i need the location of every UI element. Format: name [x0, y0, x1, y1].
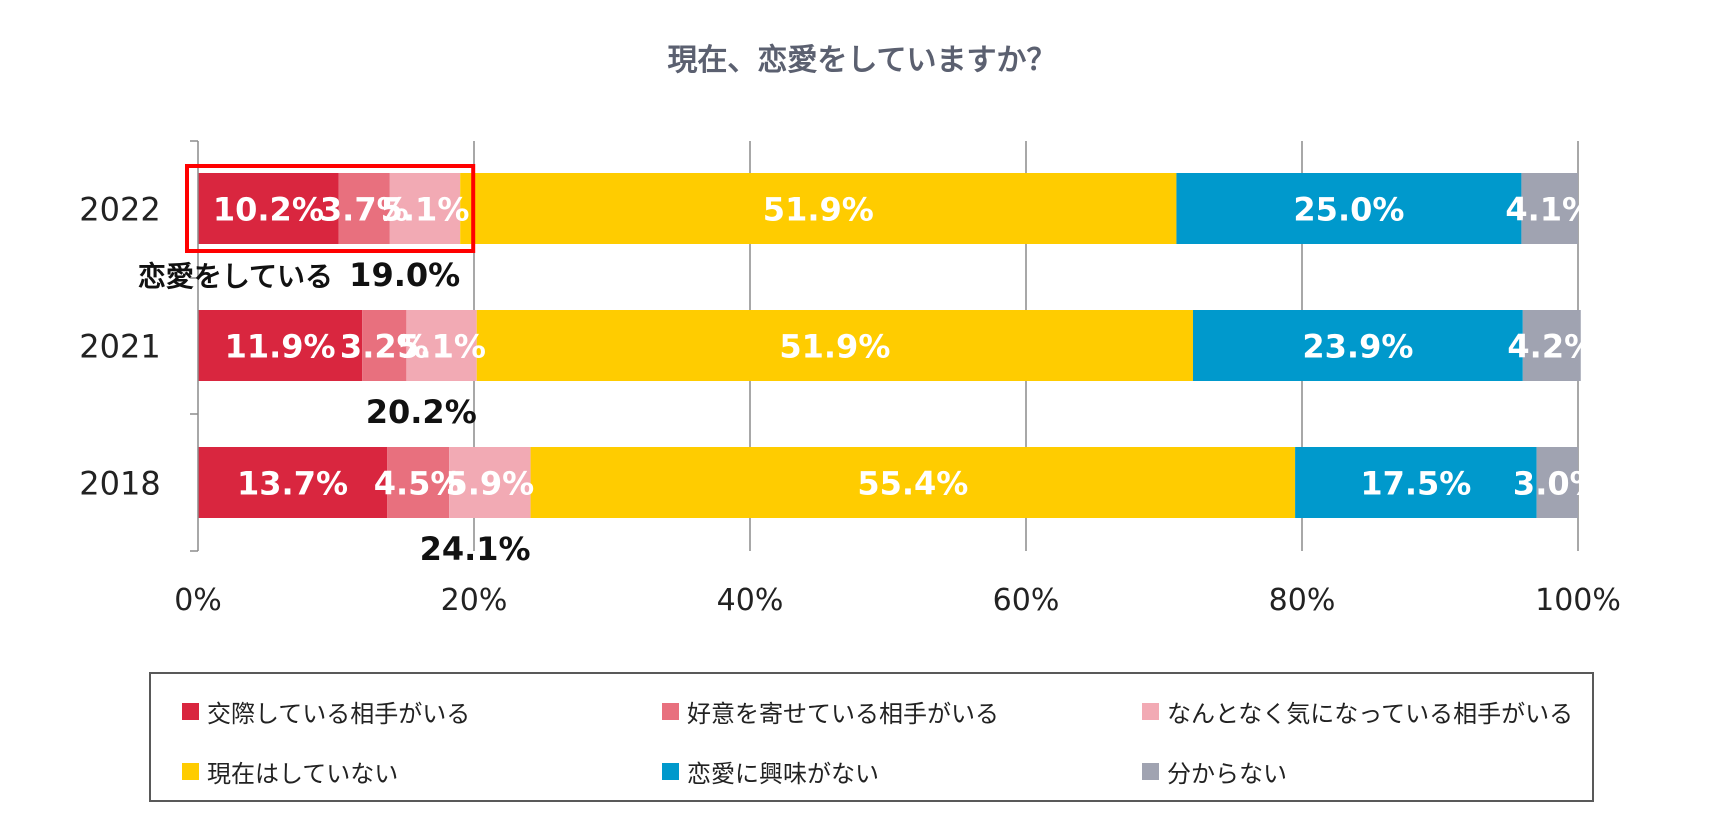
data-label: 17.5% — [1360, 465, 1471, 503]
data-label: 5.9% — [445, 465, 534, 503]
bar-segment — [1176, 173, 1522, 244]
bar-segment — [1192, 310, 1523, 381]
legend: 交際している相手がいる 好意を寄せている相手がいる なんとなく気になっている相手… — [149, 672, 1594, 802]
data-label: 3.7% — [320, 191, 409, 229]
legend-swatch — [1142, 703, 1159, 720]
data-label: 3.0% — [1513, 465, 1602, 503]
legend-label: 好意を寄せている相手がいる — [687, 700, 999, 728]
data-label: 4.2% — [1507, 328, 1596, 366]
data-label: 5.1% — [381, 191, 470, 229]
subtotal-label: 20.2% — [366, 393, 477, 431]
bar-segment — [1522, 310, 1581, 381]
legend-swatch — [662, 703, 679, 720]
legend-swatch — [1142, 763, 1159, 780]
legend-item: 現在はしていない — [182, 754, 398, 789]
legend-swatch — [662, 763, 679, 780]
bar-segment — [389, 173, 461, 244]
legend-label: 現在はしていない — [207, 760, 399, 788]
bars — [198, 173, 1581, 518]
data-label: 5.1% — [397, 328, 486, 366]
legend-item: 好意を寄せている相手がいる — [662, 694, 999, 729]
legend-label: 分からない — [1167, 760, 1287, 788]
y-tick-label: 2022 — [79, 191, 160, 229]
y-tick-label: 2021 — [79, 328, 160, 366]
subtotal-label: 19.0% — [349, 256, 460, 294]
x-tick-label: 0% — [174, 583, 222, 618]
bar-segment — [198, 173, 339, 244]
bar-segment — [449, 447, 531, 518]
bar-segment — [1295, 447, 1537, 518]
bar-segment — [198, 310, 363, 381]
data-label: 25.0% — [1293, 191, 1404, 229]
data-label: 11.9% — [225, 328, 336, 366]
subtotal-caption: 恋愛をしている — [138, 260, 333, 293]
bar-segment — [1521, 173, 1578, 244]
x-tick-label: 40% — [717, 583, 784, 618]
legend-item: なんとなく気になっている相手がいる — [1142, 694, 1573, 729]
bar-segment — [476, 310, 1193, 381]
data-label: 23.9% — [1302, 328, 1413, 366]
highlight-frame — [185, 164, 476, 253]
legend-swatch — [182, 763, 199, 780]
bar-segment — [338, 173, 390, 244]
data-label: 55.4% — [857, 465, 968, 503]
data-label: 51.9% — [763, 191, 874, 229]
chart-title: 現在、恋愛をしていますか？ — [667, 43, 1056, 78]
bar-segment — [198, 447, 388, 518]
legend-swatch — [182, 703, 199, 720]
x-tick-label: 60% — [993, 583, 1060, 618]
data-label: 10.2% — [213, 191, 324, 229]
data-label: 4.5% — [374, 465, 463, 503]
legend-label: 交際している相手がいる — [207, 700, 471, 728]
legend-label: なんとなく気になっている相手がいる — [1167, 700, 1574, 728]
stacked-bar-chart: 現在、恋愛をしていますか？ 0% 20% 40% 60% 80% 100% 2022 2021… — [79, 43, 1621, 618]
bar-segment — [460, 173, 1177, 244]
bar-segment — [406, 310, 477, 381]
bar-segment — [530, 447, 1296, 518]
labels: 10.2%3.7%5.1% 51.9% 25.0% 4.1%19.0%恋愛をしている1… — [138, 164, 1602, 568]
x-tick-label: 20% — [441, 583, 508, 618]
legend-item: 交際している相手がいる — [182, 694, 470, 729]
data-label: 51.9% — [779, 328, 890, 366]
data-label: 13.7% — [237, 465, 348, 503]
legend-label: 恋愛に興味がない — [687, 760, 879, 788]
data-label: 4.1% — [1505, 191, 1594, 229]
legend-item: 恋愛に興味がない — [662, 754, 879, 789]
subtotal-label: 24.1% — [420, 530, 531, 568]
x-tick-label: 100% — [1535, 583, 1621, 618]
bar-segment — [362, 310, 407, 381]
y-tick-label: 2018 — [79, 465, 160, 503]
legend-item: 分からない — [1142, 754, 1287, 789]
data-label: 3.2% — [340, 328, 429, 366]
axes: 0% 20% 40% 60% 80% 100% 2022 2021 2018 — [79, 140, 1621, 618]
x-tick-label: 80% — [1269, 583, 1336, 618]
bar-segment — [1536, 447, 1578, 518]
bar-segment — [387, 447, 450, 518]
